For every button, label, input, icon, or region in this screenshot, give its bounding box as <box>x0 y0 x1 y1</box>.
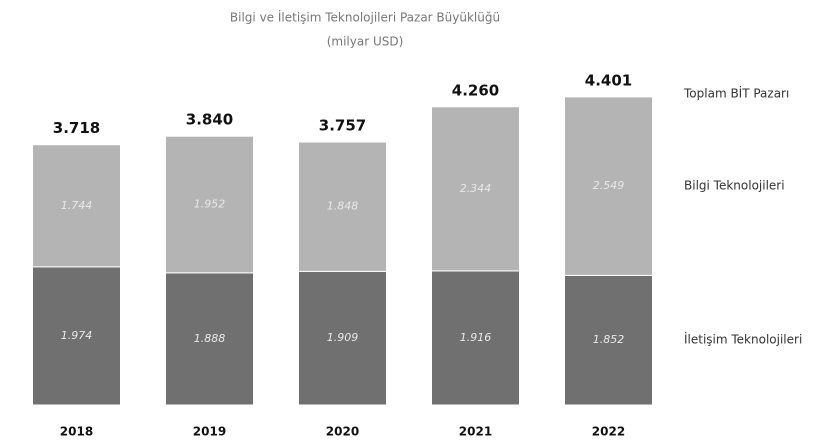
x-tick-label: 2021 <box>459 425 492 439</box>
segment-label: 1.909 <box>327 331 359 344</box>
segment-label: 1.852 <box>593 333 625 346</box>
legend-label: Toplam BİT Pazarı <box>683 85 789 100</box>
bar-segment <box>564 274 653 406</box>
bar-segment <box>564 96 653 276</box>
segment-label: 1.952 <box>194 198 226 211</box>
total-label: 3.718 <box>53 119 100 137</box>
total-label: 4.401 <box>585 71 632 89</box>
chart-title: Bilgi ve İletişim Teknolojileri Pazar Bü… <box>230 10 500 25</box>
segment-label: 1.916 <box>460 331 492 344</box>
total-label: 3.840 <box>186 111 233 129</box>
bar-segment <box>298 270 387 406</box>
bar-segment <box>32 144 121 268</box>
x-tick-label: 2018 <box>60 425 93 439</box>
chart-subtitle: (milyar USD) <box>327 35 404 49</box>
segment-label: 1.744 <box>61 199 93 212</box>
segment-label: 1.848 <box>327 200 359 213</box>
segment-label: 1.974 <box>61 329 93 342</box>
legend-label: İletişim Teknolojileri <box>684 332 802 347</box>
total-label: 4.260 <box>452 81 499 99</box>
bar-segment <box>32 266 121 406</box>
bar-segment <box>165 135 254 274</box>
bar-segment <box>298 141 387 272</box>
x-tick-label: 2020 <box>326 425 359 439</box>
segment-label: 2.549 <box>593 179 625 192</box>
segment-label: 2.344 <box>460 182 492 195</box>
bar-segment <box>431 106 520 272</box>
total-label: 3.757 <box>319 117 366 135</box>
legend-label: Bilgi Teknolojileri <box>684 179 785 193</box>
bar-segment <box>431 270 520 406</box>
x-tick-label: 2019 <box>193 425 226 439</box>
segment-label: 1.888 <box>194 332 226 345</box>
x-tick-label: 2022 <box>592 425 625 439</box>
